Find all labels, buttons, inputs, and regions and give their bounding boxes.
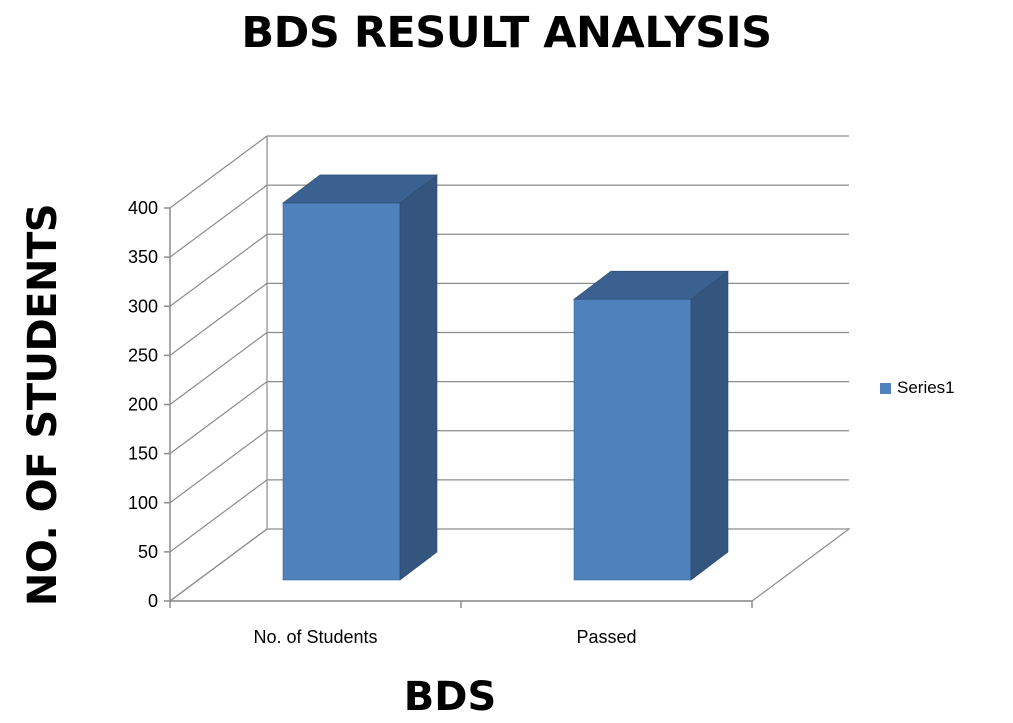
y-tick-label: 350 bbox=[128, 247, 158, 267]
y-tick-label: 100 bbox=[128, 493, 158, 513]
gridline-side bbox=[169, 282, 268, 356]
x-tick-label: Passed bbox=[576, 627, 636, 647]
bar bbox=[282, 202, 401, 581]
x-tick-label: No. of Students bbox=[253, 627, 377, 647]
legend-label: Series1 bbox=[897, 378, 955, 397]
bar bbox=[573, 298, 692, 581]
x-axis-title: BDS bbox=[403, 674, 497, 720]
gridline-side bbox=[169, 135, 268, 209]
bar-side bbox=[690, 270, 729, 581]
legend-swatch bbox=[880, 382, 891, 394]
y-tick-label: 200 bbox=[128, 395, 158, 415]
chart-floor bbox=[168, 528, 851, 602]
y-tick-label: 150 bbox=[128, 444, 158, 464]
chart-title: BDS RESULT ANALYSIS bbox=[241, 8, 772, 58]
bar-top bbox=[573, 270, 729, 300]
y-tick-label: 400 bbox=[128, 198, 158, 218]
gridline-side bbox=[169, 233, 268, 307]
gridline-side bbox=[169, 430, 268, 504]
y-tick-label: 300 bbox=[128, 296, 158, 316]
bar-side bbox=[399, 174, 438, 581]
legend: Series1 bbox=[880, 378, 955, 398]
y-tick-label: 250 bbox=[128, 345, 158, 365]
bar-top bbox=[282, 174, 438, 204]
y-tick-label: 50 bbox=[138, 542, 158, 562]
y-tick-label: 0 bbox=[148, 591, 158, 611]
gridline-side bbox=[169, 381, 268, 455]
gridline-side bbox=[169, 332, 268, 405]
gridline-side bbox=[169, 479, 268, 553]
gridline-side bbox=[169, 184, 268, 258]
